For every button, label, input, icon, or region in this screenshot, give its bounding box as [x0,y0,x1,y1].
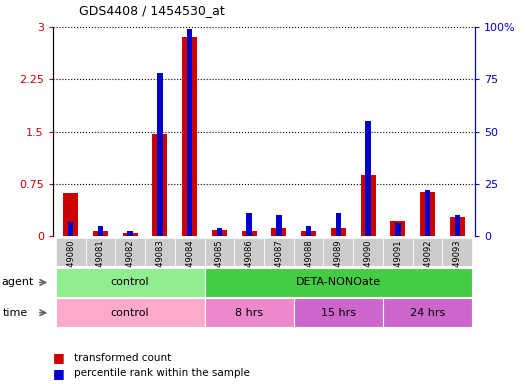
Text: agent: agent [1,277,33,288]
Bar [157,73,163,236]
Text: 24 hrs: 24 hrs [410,308,445,318]
Bar [242,230,257,236]
Bar [234,238,264,266]
Bar [182,37,197,236]
Bar [383,298,472,327]
Text: GSM549088: GSM549088 [304,239,313,290]
Text: GSM549083: GSM549083 [155,239,164,290]
Text: DETA-NONOate: DETA-NONOate [296,277,381,288]
Bar [153,134,167,236]
Bar [216,228,222,236]
Bar [93,230,108,236]
Bar [264,238,294,266]
Text: GSM549084: GSM549084 [185,239,194,290]
Text: GSM549080: GSM549080 [66,239,75,290]
Bar [204,238,234,266]
Bar [294,298,383,327]
Bar [383,238,413,266]
Text: 15 hrs: 15 hrs [321,308,356,318]
Bar [122,233,138,236]
Bar [442,238,472,266]
Bar [306,226,312,236]
Bar [247,213,252,236]
Bar [390,221,406,236]
Bar [455,215,460,236]
Bar [425,190,430,236]
Bar [56,268,204,297]
Bar [353,238,383,266]
Bar [276,215,281,236]
Bar [336,213,341,236]
Bar [324,238,353,266]
Text: GSM549082: GSM549082 [126,239,135,290]
Bar [204,298,294,327]
Text: ■: ■ [53,367,64,380]
Bar [450,217,465,236]
Bar [395,223,401,236]
Bar [145,238,175,266]
Bar [331,228,346,236]
Text: GSM549093: GSM549093 [453,239,462,290]
Bar [115,238,145,266]
Bar [56,298,204,327]
Text: GSM549090: GSM549090 [364,239,373,290]
Bar [294,238,324,266]
Text: percentile rank within the sample: percentile rank within the sample [74,368,250,378]
Bar [127,231,133,236]
Text: GSM549086: GSM549086 [244,239,253,290]
Bar [187,29,192,236]
Bar [175,238,204,266]
Text: GSM549091: GSM549091 [393,239,402,290]
Text: GSM549085: GSM549085 [215,239,224,290]
Text: transformed count: transformed count [74,353,171,363]
Bar [212,230,227,236]
Bar [56,238,86,266]
Text: control: control [111,308,149,318]
Text: GSM549092: GSM549092 [423,239,432,290]
Text: GSM549087: GSM549087 [275,239,284,290]
Text: 8 hrs: 8 hrs [235,308,263,318]
Text: ■: ■ [53,351,64,364]
Text: GSM549089: GSM549089 [334,239,343,290]
Bar [86,238,115,266]
Bar [420,192,435,236]
Bar [413,238,442,266]
Bar [271,228,286,236]
Bar [98,226,103,236]
Text: time: time [3,308,28,318]
Text: GSM549081: GSM549081 [96,239,105,290]
Bar [204,268,472,297]
Bar [63,193,78,236]
Bar [365,121,371,236]
Bar [361,175,375,236]
Text: GDS4408 / 1454530_at: GDS4408 / 1454530_at [79,4,225,17]
Bar [68,222,73,236]
Text: control: control [111,277,149,288]
Bar [301,231,316,236]
